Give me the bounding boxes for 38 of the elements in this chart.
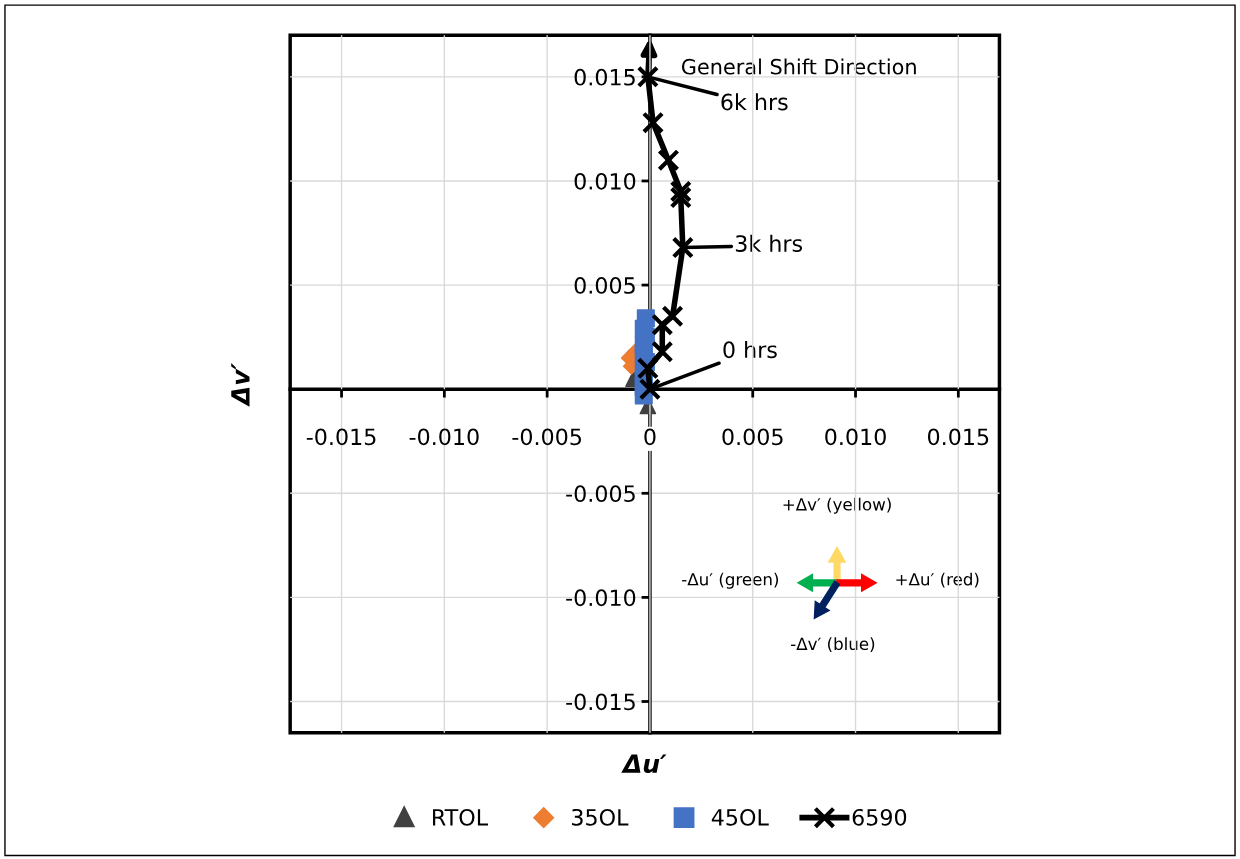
x-tick-label: 0 [644,428,656,446]
point [669,186,692,209]
annotation: 6k hrs [721,93,788,111]
x-tick-label: 0.010 [825,428,886,446]
legend-label: 35OL [572,808,629,826]
point [671,236,694,259]
point [661,305,684,328]
point [636,65,659,88]
x-tick-label: 0.005 [722,428,783,446]
point [669,180,692,203]
point [638,378,662,401]
x-tick-label: 0.015 [927,428,989,446]
legend-label: 45OL [711,808,769,826]
annotation: 3k hrs [735,234,803,252]
y-tick-label: 0.015 [574,68,635,86]
y-tick-label: 0.005 [574,277,635,294]
point [636,309,655,328]
point [641,111,665,134]
legend-label: 6590 [852,808,907,826]
x-axis-title: Δu′ [621,754,667,773]
annotation: -Δu′ (green) [682,572,779,589]
y-tick-label: -0.015 [566,693,635,711]
y-tick-label: 0.010 [574,172,636,190]
x-tick-label: -0.015 [306,428,376,446]
legend-label: RTOL [433,808,488,826]
annotation: -Δv′ (blue) [791,637,875,653]
point [657,149,680,172]
point [651,340,674,363]
annotation: 0 hrs [723,340,777,359]
x-tick-label: -0.010 [409,428,479,446]
point [636,357,659,380]
point [651,313,674,336]
y-axis-title: Δv′ [231,363,250,407]
y-tick-label: -0.010 [566,589,636,607]
annotation: General Shift Direction [681,58,916,75]
annotation: +Δu′ (red) [896,572,979,588]
x-tick-label: -0.005 [512,428,582,446]
y-tick-label: -0.005 [566,485,635,503]
